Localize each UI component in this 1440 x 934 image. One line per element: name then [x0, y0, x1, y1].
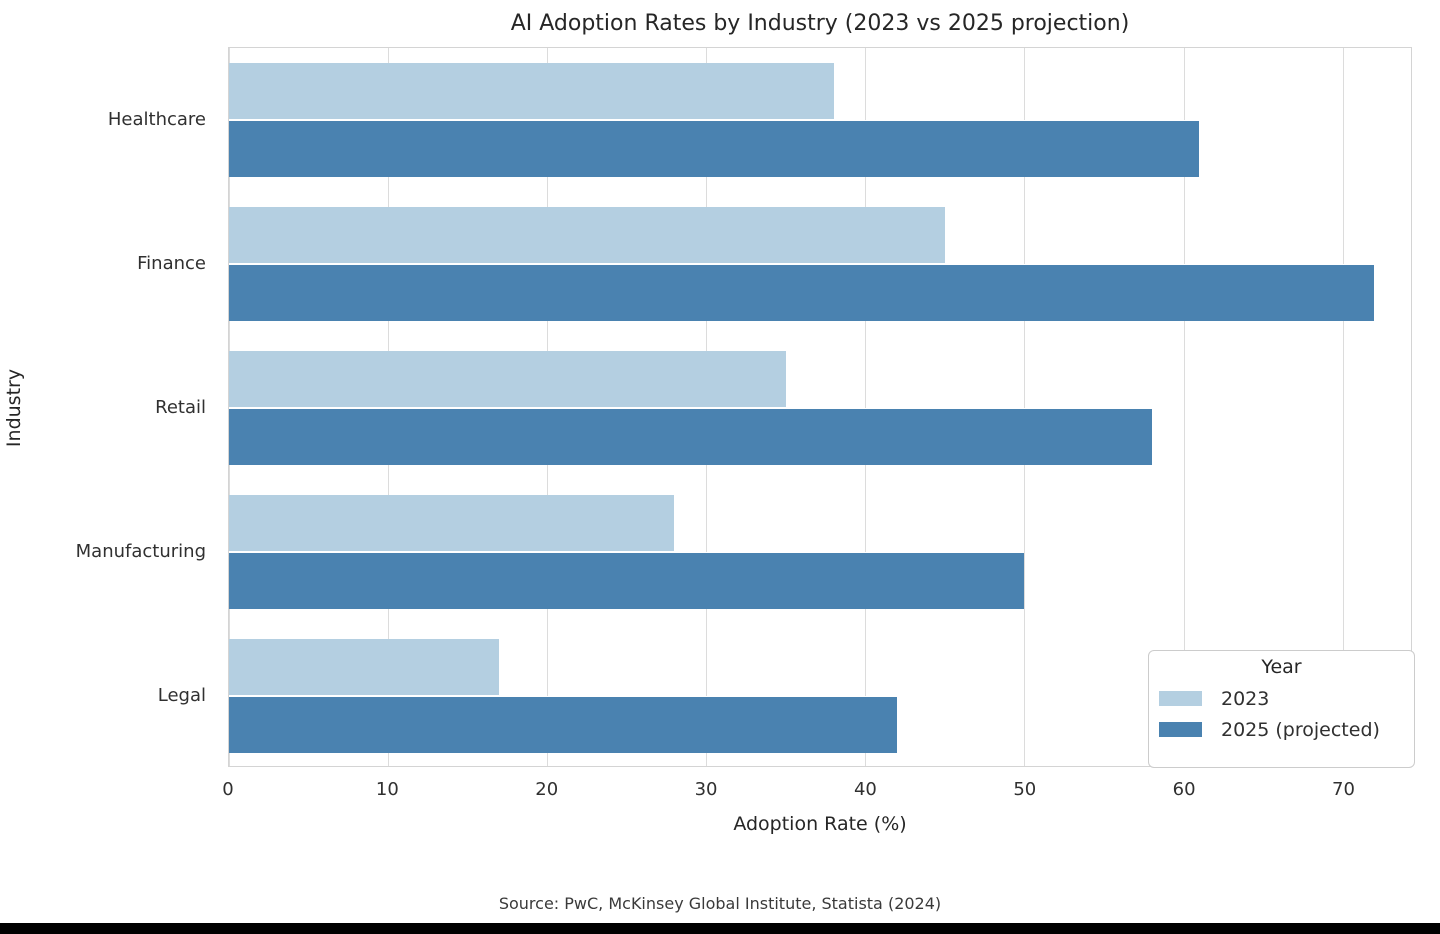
- y-axis-title: Industry: [3, 368, 25, 448]
- bar-2025-retail: [229, 408, 1152, 465]
- bottom-black-bar: [0, 923, 1440, 934]
- bar-2025-healthcare: [229, 120, 1200, 177]
- y-tick-manufacturing: Manufacturing: [75, 540, 206, 562]
- chart-title: AI Adoption Rates by Industry (2023 vs 2…: [510, 11, 1130, 36]
- bar-2025-legal: [229, 696, 898, 753]
- x-tick-20: 20: [535, 779, 559, 800]
- bar-2023-healthcare: [229, 63, 834, 120]
- legend-title: Year: [1261, 656, 1302, 678]
- bar-group-manufacturing: [229, 480, 1411, 624]
- bar-2025-manufacturing: [229, 552, 1025, 609]
- y-tick-labels: Healthcare Finance Retail Manufacturing Lega…: [0, 47, 218, 767]
- x-tick-labels: 0 10 20 30 40 50 60 70: [222, 779, 1412, 803]
- legend-row-2025: 2025 (projected): [1159, 714, 1404, 745]
- x-tick-60: 60: [1172, 779, 1196, 800]
- bar-2023-finance: [229, 207, 945, 264]
- legend-label-2023: 2023: [1221, 687, 1270, 710]
- legend-items: 2023 2025 (projected): [1159, 683, 1404, 745]
- y-tick-legal: Legal: [157, 684, 206, 706]
- y-tick-retail: Retail: [155, 396, 206, 418]
- x-tick-40: 40: [853, 779, 877, 800]
- legend: Year 2023 2025 (projected): [1148, 650, 1415, 768]
- y-tick-finance: Finance: [137, 252, 206, 274]
- legend-label-2025: 2025 (projected): [1221, 718, 1380, 741]
- bar-group-legal: [229, 624, 1411, 768]
- bar-group-healthcare: [229, 48, 1411, 192]
- y-tick-healthcare: Healthcare: [107, 108, 206, 130]
- x-tick-0: 0: [222, 779, 234, 800]
- x-tick-50: 50: [1013, 779, 1037, 800]
- x-tick-30: 30: [694, 779, 718, 800]
- bar-2025-finance: [229, 264, 1375, 321]
- x-tick-70: 70: [1332, 779, 1355, 800]
- legend-swatch-2023: [1159, 691, 1202, 706]
- gridline-60: [1183, 48, 1185, 766]
- x-tick-10: 10: [375, 779, 399, 800]
- x-axis-title: Adoption Rate (%): [733, 813, 907, 835]
- gridline-70: [1342, 48, 1344, 766]
- bar-2023-legal: [229, 639, 500, 696]
- bar-group-retail: [229, 336, 1411, 480]
- source-caption: Source: PwC, McKinsey Global Institute, …: [498, 894, 942, 913]
- legend-row-2023: 2023: [1159, 683, 1404, 714]
- gridline-50: [1024, 48, 1026, 766]
- gridline-40: [865, 48, 867, 766]
- bar-2023-retail: [229, 351, 786, 408]
- bar-2023-manufacturing: [229, 495, 675, 552]
- plot-area: [228, 47, 1412, 767]
- bar-group-finance: [229, 192, 1411, 336]
- legend-swatch-2025: [1159, 722, 1202, 737]
